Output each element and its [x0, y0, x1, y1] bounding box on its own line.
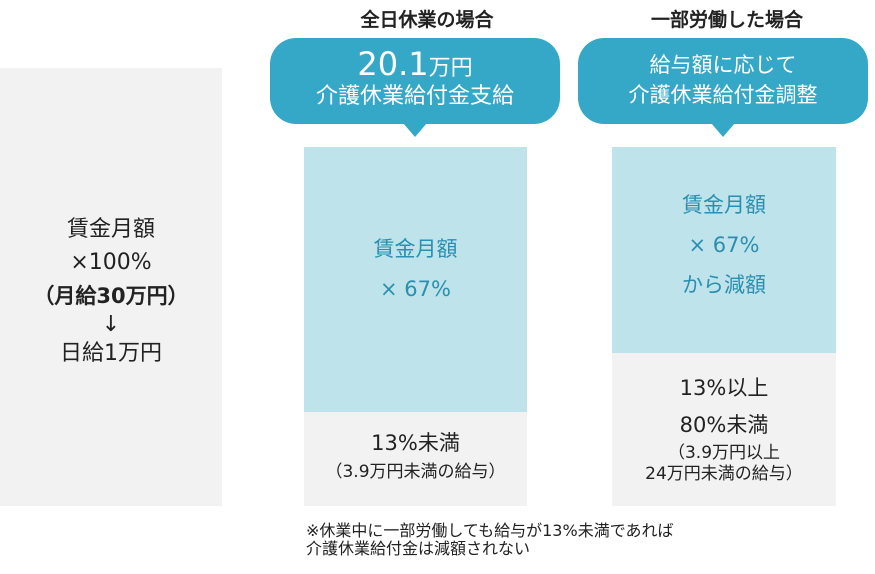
- full-leave-bubble-tail: [403, 123, 427, 137]
- left-panel: [0, 68, 222, 506]
- full-leave-rate: × 67%: [380, 277, 451, 301]
- full-leave-title: 全日休業の場合: [360, 9, 494, 31]
- partial-wage-note-2: 24万円未満の給与）: [645, 464, 803, 484]
- partial-rate: × 67%: [688, 233, 760, 257]
- monthly-wage-percent: ×100%: [70, 250, 152, 275]
- footnote: ※休業中に一部労働しても給与が13%未満であれば 介護休業給付金は減額されない: [306, 522, 866, 558]
- full-leave-wage-label: 賃金月額: [373, 237, 458, 261]
- left-panel-text: 賃金月額 ×100% （月給30万円） ↓ 日給1万円: [0, 215, 222, 372]
- partial-wage-upper: 80%未満: [679, 413, 769, 437]
- daily-wage-example: 日給1万円: [60, 341, 162, 366]
- benefit-amount: 20.1: [357, 45, 429, 83]
- benefit-label: 介護休業給付金支給: [315, 84, 514, 109]
- partial-work-benefit-box: 賃金月額 × 67% から減額: [612, 147, 836, 353]
- monthly-salary-example: （月給30万円）: [33, 284, 189, 308]
- partial-work-bubble: 給与額に応じて 介護休業給付金調整: [578, 38, 868, 124]
- footnote-line1: ※休業中に一部労働しても給与が13%未満であれば: [306, 521, 674, 540]
- full-leave-bubble: 20.1万円 介護休業給付金支給: [270, 38, 560, 124]
- partial-wage-label: 賃金月額: [682, 193, 766, 217]
- monthly-wage-label: 賃金月額: [66, 217, 155, 242]
- partial-bubble-line2: 介護休業給付金調整: [628, 83, 818, 107]
- down-arrow-icon: ↓: [101, 312, 121, 337]
- partial-wage-note-1: （3.9万円以上: [667, 443, 781, 463]
- full-leave-wage-box: 13%未満 （3.9万円未満の給与）: [304, 412, 527, 506]
- partial-work-wage-box: 13%以上 80%未満 （3.9万円以上 24万円未満の給与）: [612, 353, 836, 506]
- full-leave-benefit-box: 賃金月額 × 67%: [304, 147, 527, 412]
- benefit-unit: 万円: [428, 56, 473, 81]
- partial-bubble-line1: 給与額に応じて: [649, 53, 797, 77]
- partial-wage-lower: 13%以上: [679, 376, 769, 400]
- partial-work-bubble-tail: [711, 123, 735, 137]
- full-leave-wage-note: （3.9万円未満の給与）: [325, 462, 506, 482]
- footnote-line2: 介護休業給付金は減額されない: [306, 539, 531, 558]
- partial-reduction: から減額: [682, 273, 766, 297]
- full-leave-wage-threshold: 13%未満: [371, 431, 460, 455]
- partial-work-title: 一部労働した場合: [650, 9, 803, 31]
